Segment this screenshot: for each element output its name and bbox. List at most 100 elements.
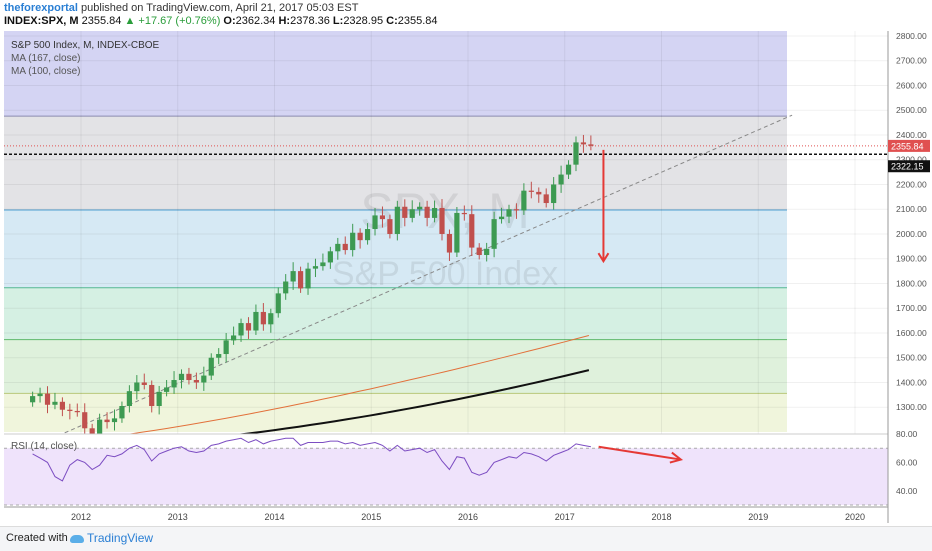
close-value: 2355.84 <box>397 15 438 27</box>
candle-body <box>484 248 490 256</box>
tradingview-brand[interactable]: TradingView <box>70 531 153 545</box>
time-tick-label: 2012 <box>71 512 91 522</box>
candle-body <box>513 209 520 211</box>
candle-body <box>528 190 534 192</box>
candle-body <box>327 251 333 263</box>
candle-body <box>454 212 460 253</box>
candle-body <box>201 375 207 383</box>
price-arrow-head <box>597 252 610 264</box>
candle-body <box>431 207 438 218</box>
close-label: C: <box>386 15 398 27</box>
fib-zone <box>4 393 787 432</box>
candle-body <box>268 313 274 325</box>
candle-body <box>223 340 229 355</box>
candle-body <box>149 384 155 407</box>
candle-body <box>216 354 222 358</box>
candle-body <box>238 323 244 336</box>
candle-body <box>260 311 266 325</box>
candle-body <box>104 419 110 423</box>
tradingview-logo-icon <box>70 534 84 543</box>
price-tick-label: 1900.00 <box>896 254 927 264</box>
candle-body <box>193 380 199 383</box>
candle-body <box>573 142 579 165</box>
candle-body <box>111 418 118 423</box>
candle-body <box>245 323 252 331</box>
price-axis-bg <box>888 31 932 505</box>
candle-body <box>372 215 378 230</box>
candle-body <box>439 207 445 234</box>
price-tick-label: 2000.00 <box>896 229 927 239</box>
rsi-pane <box>4 433 888 506</box>
rsi-label: RSI (14, close) <box>11 441 77 452</box>
fib-zone <box>4 31 787 117</box>
candle-body <box>30 396 36 403</box>
low-label: L: <box>332 15 344 27</box>
candle-body <box>506 209 512 217</box>
price-tick-label: 1800.00 <box>896 278 927 288</box>
candle-body <box>469 214 475 248</box>
watermark-name: S&P 500 Index <box>332 255 558 293</box>
low-value: 2328.95 <box>343 15 384 27</box>
candle-body <box>141 382 147 385</box>
price-tick-label: 1500.00 <box>896 353 927 363</box>
candle-body <box>536 191 542 195</box>
candle-body <box>290 271 296 282</box>
chart-legend: S&P 500 Index, M, INDEX-CBOE MA (167, cl… <box>11 40 160 452</box>
candle-body <box>52 401 58 405</box>
candle-body <box>580 142 587 145</box>
price-tick-label: 2500.00 <box>896 105 927 115</box>
support-price-tag-label: 2322.15 <box>891 162 924 172</box>
brand-label: TradingView <box>87 531 154 545</box>
price-chart[interactable]: SPX, M S&P 500 Index 1300.00 1400.00 1500.… <box>0 0 932 526</box>
candle-body <box>364 229 371 241</box>
candle-body <box>164 387 170 392</box>
annotation-arrows <box>597 149 684 464</box>
price-tick-label: 2300.00 <box>896 155 927 165</box>
time-tick-label: 2017 <box>555 512 575 522</box>
high-label: H: <box>278 15 291 27</box>
author-link[interactable]: theforexportal <box>4 2 78 14</box>
candle-body <box>446 233 453 253</box>
price-tick-label: 2100.00 <box>896 204 927 214</box>
candle-body <box>409 209 415 218</box>
publish-info: theforexportal published on TradingView.… <box>4 2 358 14</box>
time-tick-label: 2019 <box>748 512 768 522</box>
price-lines <box>4 114 888 448</box>
symbol-label: INDEX:SPX, M <box>4 15 79 27</box>
legend-title: S&P 500 Index, M, INDEX-CBOE <box>11 40 160 51</box>
candle-body <box>59 401 65 410</box>
time-tick-label: 2020 <box>845 512 865 522</box>
candle-body <box>74 410 80 413</box>
price-tick-label: 1300.00 <box>896 402 927 412</box>
candle-body <box>82 412 88 429</box>
candle-body <box>342 243 348 251</box>
last-price: 2355.84 <box>81 15 122 27</box>
candle-body <box>230 335 237 341</box>
open-value: 2362.34 <box>235 15 276 27</box>
price-change: ▲ +17.67 (+0.76%) <box>124 15 221 27</box>
candle-body <box>335 243 341 252</box>
candle-body <box>394 206 400 234</box>
candle-body <box>44 393 51 405</box>
candle-body <box>387 219 393 234</box>
candle-body <box>126 391 132 407</box>
high-value: 2378.36 <box>290 15 330 27</box>
time-tick-label: 2014 <box>264 512 284 522</box>
legend-ma1: MA (167, close) <box>11 53 80 64</box>
price-tick-label: 1600.00 <box>896 328 927 338</box>
candle-body <box>178 373 185 381</box>
candle-body <box>551 184 557 204</box>
candle-body <box>119 406 125 419</box>
fib-zone <box>4 339 787 394</box>
candle-body <box>134 382 140 392</box>
fib-zone <box>4 287 787 340</box>
candle-body <box>297 271 304 289</box>
price-tick-label: 2700.00 <box>896 56 927 66</box>
trendline <box>32 114 793 448</box>
candle-body <box>156 391 162 407</box>
candle-body <box>283 281 289 294</box>
rsi-down-arrow <box>598 445 682 461</box>
candle-body <box>357 232 363 241</box>
candle-body <box>350 232 356 251</box>
candle-body <box>402 206 408 218</box>
